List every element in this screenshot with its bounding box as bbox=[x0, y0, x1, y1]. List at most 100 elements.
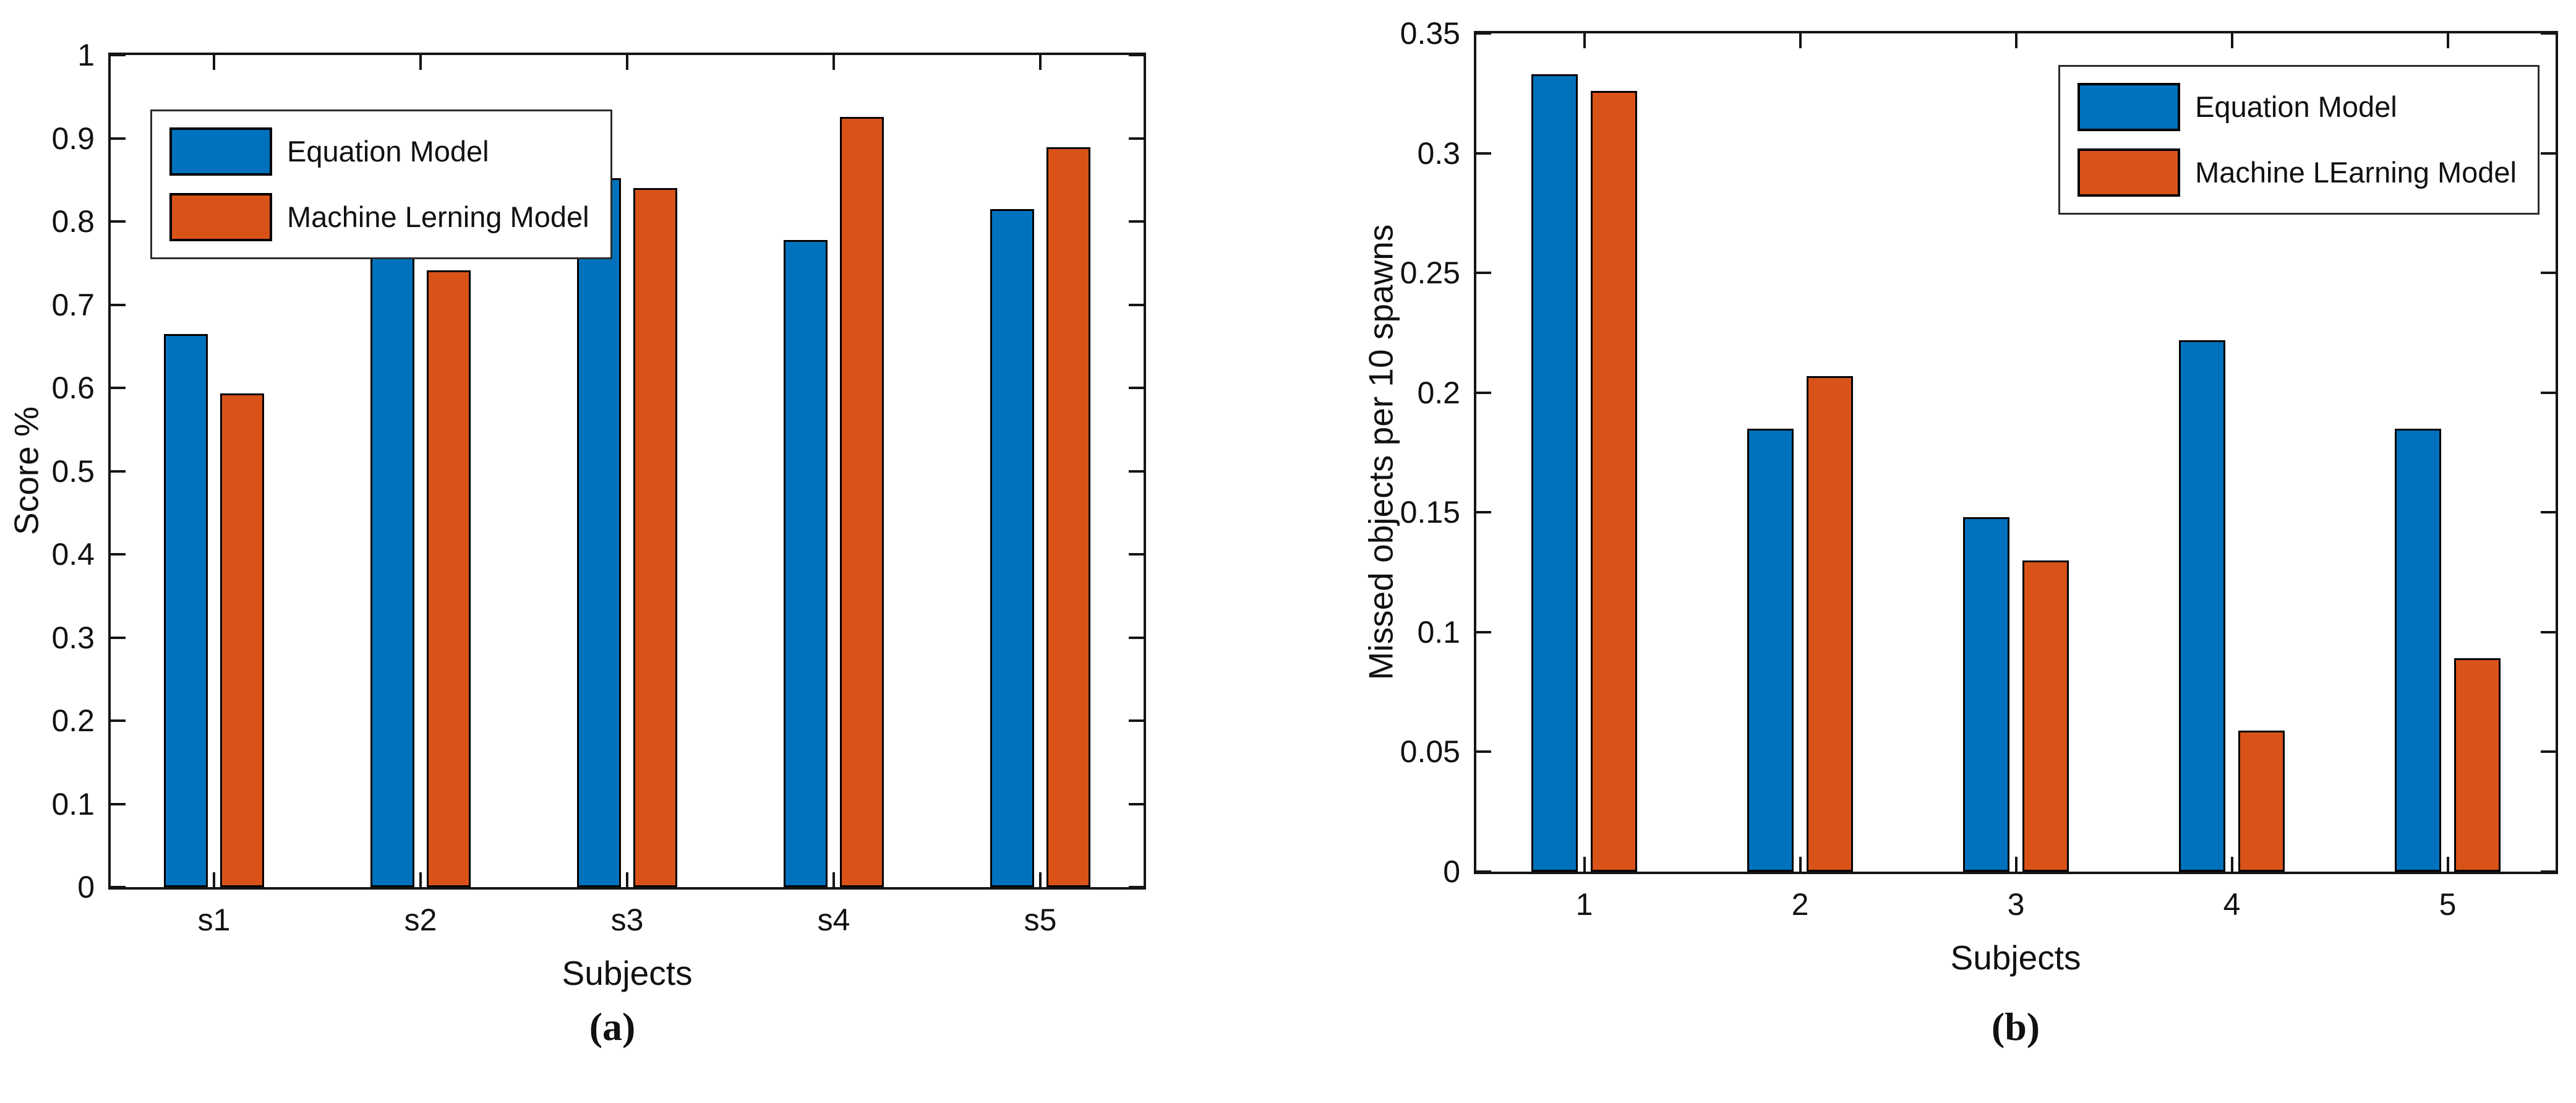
bar-b-1-equation-model bbox=[1531, 74, 1578, 872]
x-tick-mark-bottom bbox=[626, 872, 628, 887]
bar-b-1-machine-learning-model bbox=[1590, 90, 1637, 872]
x-axis-label-b: Subjects bbox=[1950, 938, 2081, 977]
y-tick-label: 0.4 bbox=[51, 537, 95, 572]
x-tick-mark-top bbox=[1039, 55, 1042, 70]
x-tick-mark-bottom bbox=[832, 872, 835, 887]
x-axis-label-a: Subjects bbox=[562, 954, 693, 992]
y-tick-mark-left bbox=[111, 553, 126, 556]
legend-item-machine-lerning-model: Machine Lerning Model bbox=[169, 193, 589, 241]
x-tick-mark-bottom bbox=[1583, 857, 1586, 872]
y-tick-mark-left bbox=[1476, 391, 1491, 394]
y-tick-mark-right bbox=[2541, 511, 2556, 514]
x-tick-mark-top bbox=[213, 55, 215, 70]
legend-label: Equation Model bbox=[2195, 90, 2397, 124]
y-axis-label-b: Missed objects per 10 spawns bbox=[1361, 224, 1400, 680]
y-tick-mark-left bbox=[1476, 511, 1491, 514]
x-tick-mark-top bbox=[832, 55, 835, 70]
y-tick-mark-right bbox=[1129, 137, 1144, 140]
y-tick-mark-left bbox=[1476, 750, 1491, 753]
y-tick-mark-right bbox=[2541, 750, 2556, 753]
bar-a-s2-equation-model bbox=[370, 208, 415, 887]
bar-b-3-equation-model bbox=[1963, 517, 2010, 872]
x-tick-mark-top bbox=[419, 55, 422, 70]
bar-a-s5-machine-lerning-model bbox=[1046, 147, 1091, 887]
y-tick-mark-right bbox=[2541, 32, 2556, 35]
y-tick-label: 0.7 bbox=[51, 287, 95, 322]
x-tick-label: 1 bbox=[1575, 887, 1593, 922]
y-tick-label: 0.2 bbox=[1417, 375, 1460, 410]
y-tick-mark-left bbox=[111, 802, 126, 805]
y-tick-mark-left bbox=[111, 220, 126, 223]
y-tick-mark-right bbox=[1129, 54, 1144, 56]
legend-swatch-machine-learning-model bbox=[2077, 148, 2181, 197]
y-tick-label: 0.3 bbox=[1417, 135, 1460, 171]
x-tick-label: 2 bbox=[1791, 887, 1809, 922]
y-tick-mark-left bbox=[111, 303, 126, 306]
y-tick-mark-right bbox=[2541, 391, 2556, 394]
y-tick-label: 0.2 bbox=[51, 703, 95, 738]
legend-b: Equation Model Machine LEarning Model bbox=[2058, 65, 2540, 215]
x-tick-mark-top bbox=[2446, 33, 2449, 48]
x-tick-mark-bottom bbox=[213, 872, 215, 887]
y-tick-mark-left bbox=[1476, 630, 1491, 633]
bar-a-s5-equation-model bbox=[990, 208, 1035, 887]
x-tick-mark-bottom bbox=[2230, 857, 2233, 872]
y-tick-label: 0.35 bbox=[1400, 16, 1460, 51]
bar-b-2-machine-learning-model bbox=[1806, 376, 1853, 872]
bar-a-s3-equation-model bbox=[576, 178, 622, 887]
x-tick-mark-top bbox=[1799, 33, 1802, 48]
y-tick-mark-left bbox=[111, 470, 126, 473]
x-tick-label: s1 bbox=[197, 903, 231, 937]
y-tick-label: 0 bbox=[77, 870, 95, 904]
y-tick-mark-left bbox=[111, 137, 126, 140]
y-tick-mark-right bbox=[1129, 470, 1144, 473]
y-tick-mark-right bbox=[1129, 719, 1144, 722]
y-tick-mark-right bbox=[1129, 886, 1144, 888]
x-tick-label: s2 bbox=[404, 903, 437, 937]
y-tick-mark-right bbox=[1129, 303, 1144, 306]
y-tick-mark-right bbox=[2541, 152, 2556, 155]
panel-caption-a: (a) bbox=[589, 1005, 636, 1049]
y-tick-label: 0.9 bbox=[51, 121, 95, 156]
y-tick-mark-right bbox=[1129, 220, 1144, 223]
legend-swatch-equation-model bbox=[2077, 83, 2181, 131]
y-tick-label: 1 bbox=[77, 38, 95, 72]
x-tick-label: 3 bbox=[2007, 887, 2025, 922]
y-tick-mark-left bbox=[111, 719, 126, 722]
y-tick-mark-left bbox=[1476, 152, 1491, 155]
bar-a-s4-equation-model bbox=[783, 239, 828, 887]
y-tick-label: 0.5 bbox=[51, 453, 95, 489]
bar-a-s1-equation-model bbox=[163, 333, 208, 887]
x-tick-label: 5 bbox=[2439, 887, 2457, 922]
y-tick-label: 0.05 bbox=[1400, 734, 1460, 770]
x-tick-label: s3 bbox=[610, 903, 644, 937]
x-tick-mark-bottom bbox=[1039, 872, 1042, 887]
bar-b-2-equation-model bbox=[1747, 428, 1794, 872]
bar-a-s1-machine-lerning-model bbox=[220, 393, 265, 887]
x-tick-mark-bottom bbox=[2014, 857, 2018, 872]
legend-swatch-equation-model bbox=[169, 127, 272, 176]
plot-box-a bbox=[108, 53, 1146, 890]
y-tick-mark-right bbox=[1129, 636, 1144, 639]
y-tick-mark-right bbox=[1129, 387, 1144, 389]
y-tick-mark-left bbox=[111, 387, 126, 389]
y-tick-mark-left bbox=[111, 54, 126, 56]
x-tick-label: s5 bbox=[1024, 903, 1057, 937]
y-tick-label: 0.3 bbox=[51, 620, 95, 655]
legend-label: Machine LEarning Model bbox=[2195, 156, 2517, 189]
y-tick-mark-left bbox=[1476, 870, 1491, 873]
legend-label: Machine Lerning Model bbox=[287, 200, 589, 234]
x-tick-mark-top bbox=[2230, 33, 2233, 48]
x-tick-label: s4 bbox=[817, 903, 850, 937]
bar-a-s3-machine-lerning-model bbox=[633, 188, 678, 887]
legend-a: Equation Model Machine Lerning Model bbox=[150, 109, 612, 259]
y-tick-mark-right bbox=[2541, 630, 2556, 633]
y-tick-mark-right bbox=[1129, 802, 1144, 805]
y-tick-label: 0 bbox=[1443, 854, 1460, 889]
x-tick-mark-bottom bbox=[1799, 857, 1802, 872]
legend-label: Equation Model bbox=[287, 135, 489, 168]
x-tick-mark-top bbox=[626, 55, 628, 70]
y-tick-mark-right bbox=[2541, 870, 2556, 873]
bar-b-4-machine-learning-model bbox=[2238, 730, 2285, 872]
